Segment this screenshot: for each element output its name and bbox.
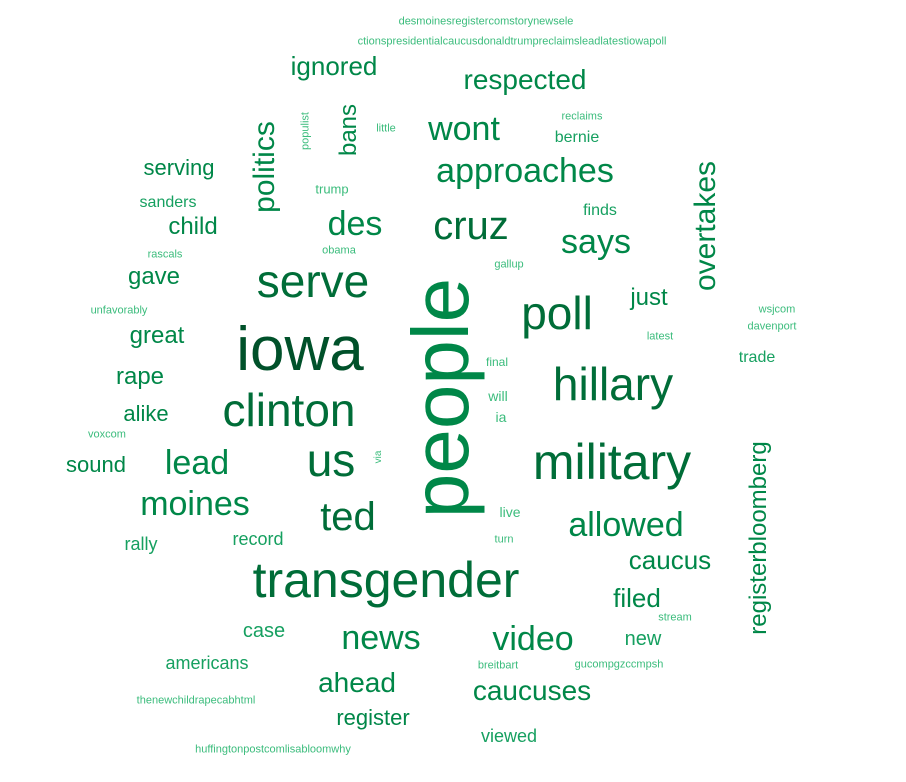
word-ignored: ignored: [290, 51, 378, 81]
word-huffingtonpostcomlisabloomwhy: huffingtonpostcomlisabloomwhy: [195, 743, 351, 756]
word-hillary: hillary: [552, 358, 674, 410]
word-populist: populist: [299, 112, 312, 150]
word-filed: filed: [613, 583, 661, 613]
word-record: record: [232, 529, 284, 549]
word-ahead: ahead: [318, 667, 396, 698]
word-serve: serve: [256, 255, 370, 307]
word-gucompgzccmpsh: gucompgzccmpsh: [574, 658, 664, 671]
word-rape: rape: [115, 363, 165, 390]
word-unfavorably: unfavorably: [90, 304, 148, 317]
word-alike: alike: [123, 401, 169, 426]
word-news: news: [341, 619, 421, 657]
word-caucuses: caucuses: [472, 675, 592, 706]
word-ted: ted: [320, 495, 376, 539]
word-breitbart: breitbart: [477, 659, 519, 672]
word-desmoinesregistercomstorynewsele: desmoinesregistercomstorynewsele: [398, 15, 574, 28]
word-politics: politics: [248, 121, 281, 213]
word-americans: americans: [165, 653, 249, 673]
word-allowed: allowed: [568, 506, 684, 544]
word-caucus: caucus: [628, 545, 712, 575]
word-iowa: iowa: [236, 315, 364, 384]
word-transgender: transgender: [252, 552, 520, 608]
word-gallup: gallup: [494, 258, 524, 271]
word-people: people: [396, 277, 485, 519]
word-bans: bans: [335, 103, 362, 157]
word-respected: respected: [463, 64, 587, 95]
word-will: will: [488, 388, 508, 404]
word-stream: stream: [658, 611, 692, 624]
word-approaches: approaches: [436, 152, 614, 190]
word-voxcom: voxcom: [88, 428, 126, 441]
word-trump: trump: [315, 181, 349, 197]
word-obama: obama: [322, 244, 356, 257]
word-little: little: [376, 122, 396, 135]
word-ia: ia: [495, 409, 507, 425]
word-serving: serving: [143, 155, 215, 180]
word-via: via: [373, 450, 384, 464]
word-latest: latest: [646, 330, 674, 343]
word-sanders: sanders: [139, 194, 197, 211]
word-thenewchildrapecabhtml: thenewchildrapecabhtml: [136, 694, 256, 707]
word-final: final: [485, 355, 509, 369]
word-clinton: clinton: [222, 384, 356, 436]
word-us: us: [306, 434, 356, 486]
word-great: great: [129, 322, 185, 349]
word-military: military: [532, 434, 692, 490]
word-register: register: [336, 705, 410, 730]
word-rally: rally: [124, 534, 158, 554]
word-overtakes: overtakes: [689, 160, 722, 292]
word-poll: poll: [521, 287, 593, 339]
word-lead: lead: [164, 444, 230, 482]
word-moines: moines: [140, 485, 250, 523]
word-viewed: viewed: [480, 726, 538, 746]
word-finds: finds: [583, 202, 617, 219]
word-ctionspresidentialcaucusdonaldtrumprecla: ctionspresidentialcaucusdonaldtrumprecla…: [357, 35, 667, 48]
word-davenport: davenport: [747, 320, 797, 333]
word-cruz: cruz: [433, 204, 509, 248]
word-wsjcom: wsjcom: [758, 303, 796, 316]
word-child: child: [168, 213, 218, 240]
word-turn: turn: [494, 533, 514, 546]
word-sound: sound: [66, 452, 126, 477]
word-registerbloomberg: registerbloomberg: [745, 441, 772, 635]
word-gave: gave: [127, 263, 181, 290]
word-rascals: rascals: [147, 248, 183, 261]
word-case: case: [242, 620, 286, 642]
word-video: video: [492, 620, 574, 658]
word-bernie: bernie: [554, 129, 600, 146]
word-reclaims: reclaims: [561, 110, 603, 123]
word-trade: trade: [738, 349, 776, 366]
word-des: des: [327, 205, 383, 243]
word-wont: wont: [428, 110, 500, 148]
word-says: says: [561, 223, 631, 261]
word-new: new: [624, 628, 662, 650]
word-just: just: [630, 284, 668, 311]
word-live: live: [499, 504, 521, 520]
